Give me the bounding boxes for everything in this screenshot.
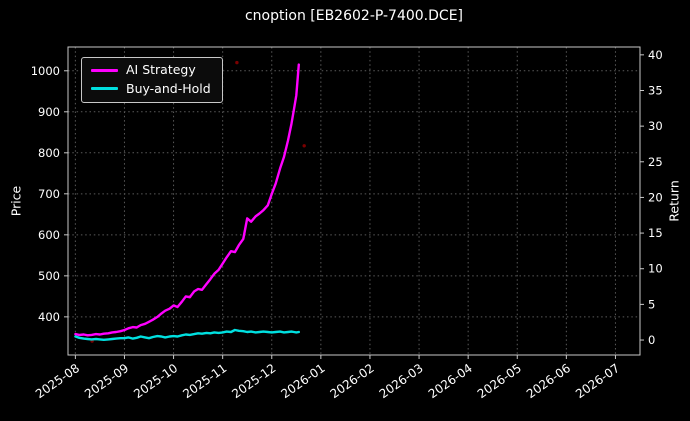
chart-title: cnoption [EB2602-P-7400.DCE] xyxy=(244,8,463,24)
y-left-tick-label: 900 xyxy=(38,105,60,119)
x-tick-label: 2026-05 xyxy=(475,361,524,401)
x-tick-label: 2025-12 xyxy=(229,361,278,401)
y-left-tick-label: 600 xyxy=(38,228,60,242)
x-tick-label: 2026-02 xyxy=(328,361,377,401)
x-tick-label: 2025-09 xyxy=(82,361,131,401)
y-axis-label-price: Price xyxy=(8,185,24,217)
x-tick-label: 2026-06 xyxy=(524,361,573,401)
series-line-buy-and-hold xyxy=(74,328,300,341)
y-left-tick-label: 400 xyxy=(38,310,60,324)
y-left-tick-label: 800 xyxy=(38,146,60,160)
x-tick-label: 2025-11 xyxy=(180,361,229,401)
noise-dot xyxy=(302,144,306,148)
plot-frame xyxy=(67,46,641,356)
y-right-tick-label: 15 xyxy=(648,226,663,240)
x-tick-label: 2025-08 xyxy=(33,361,82,401)
x-tick-label: 2026-07 xyxy=(573,361,622,401)
x-tick-label: 2026-04 xyxy=(426,361,475,401)
legend-label-ai-strategy: AI Strategy xyxy=(126,62,196,77)
y-left-tick-label: 500 xyxy=(38,269,60,283)
y-right-tick-label: 40 xyxy=(648,48,663,62)
x-tick-label: 2025-10 xyxy=(131,361,180,401)
y-axis-label-return: Return xyxy=(666,180,682,222)
legend-label-buy-and-hold: Buy-and-Hold xyxy=(126,80,211,96)
y-right-tick-label: 10 xyxy=(648,262,663,276)
y-left-tick-label: 1000 xyxy=(31,64,60,78)
legend: AI Strategy Buy-and-Hold xyxy=(81,57,223,103)
y-left-tick-label: 700 xyxy=(38,187,60,201)
buy-and-hold-line-swatch xyxy=(91,87,118,91)
y-right-tick-label: 5 xyxy=(648,297,655,311)
legend-item-buy-and-hold: Buy-and-Hold xyxy=(91,80,211,96)
y-right-tick-label: 20 xyxy=(648,190,663,204)
x-tick-label: 2026-03 xyxy=(377,361,426,401)
legend-item-ai-strategy: AI Strategy xyxy=(91,62,211,77)
x-tick-label: 2026-01 xyxy=(278,361,327,401)
y-right-tick-label: 35 xyxy=(648,83,663,97)
y-right-tick-label: 30 xyxy=(648,119,663,133)
ai-strategy-line-swatch xyxy=(91,68,118,72)
y-right-tick-label: 25 xyxy=(648,155,663,169)
noise-dot xyxy=(235,60,239,65)
series-line-ai-strategy xyxy=(74,63,300,337)
y-right-tick-label: 0 xyxy=(648,333,655,347)
